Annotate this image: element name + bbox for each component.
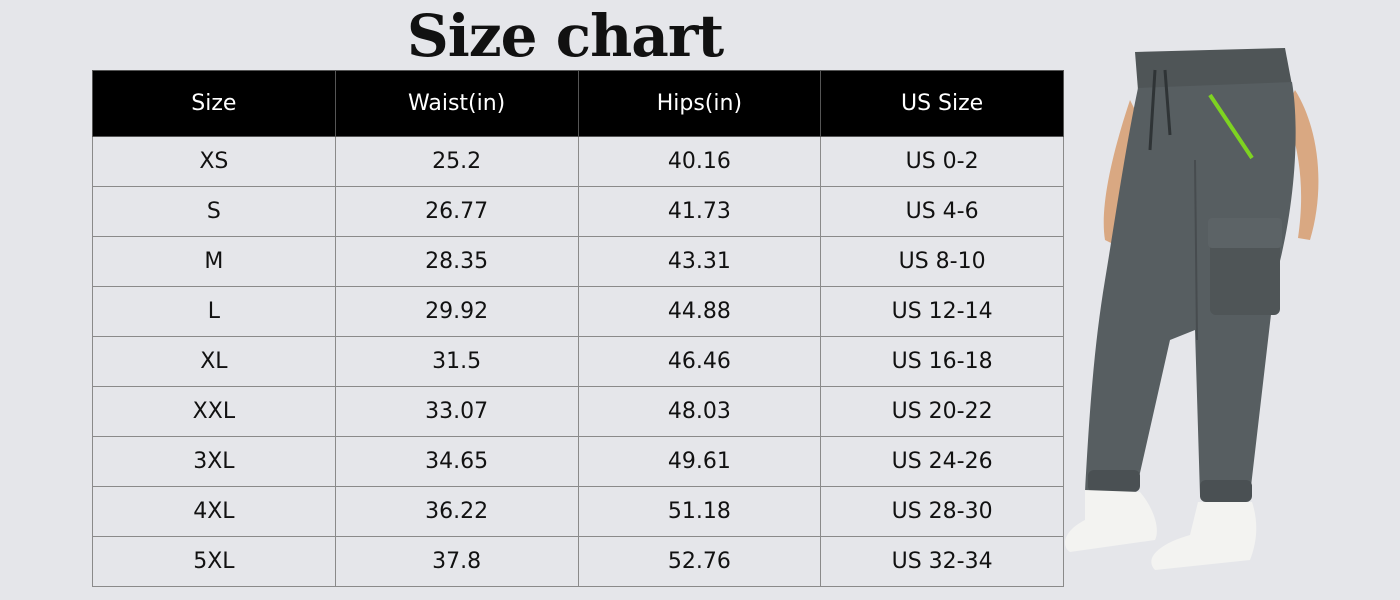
table-cell: 4XL [92, 486, 336, 537]
table-cell: 48.03 [577, 386, 822, 437]
table-cell: XL [92, 336, 336, 387]
column-header: Size [92, 70, 336, 137]
column-header: Waist(in) [334, 70, 579, 137]
shoe [1065, 490, 1157, 552]
table-header: Size Waist(in) Hips(in) US Size [92, 70, 1064, 137]
table-cell: 43.31 [577, 236, 822, 287]
column-header: US Size [820, 70, 1064, 137]
table-cell: 33.07 [334, 386, 579, 437]
table-cell: XXL [92, 386, 336, 437]
header-row: Size Waist(in) Hips(in) US Size [92, 70, 1064, 137]
waistband [1135, 48, 1292, 90]
table-cell: 51.18 [577, 486, 822, 537]
table-cell: US 4-6 [820, 186, 1064, 237]
table-row: 3XL 34.65 49.61 US 24-26 [92, 436, 1064, 487]
table-row: S 26.77 41.73 US 4-6 [92, 186, 1064, 237]
table-body: XS 25.2 40.16 US 0-2 S 26.77 41.73 US 4-6 M 28.35… [92, 136, 1064, 587]
table-cell: L [92, 286, 336, 337]
column-header: Hips(in) [577, 70, 822, 137]
table-cell: 36.22 [334, 486, 579, 537]
table-cell: 28.35 [334, 236, 579, 287]
table-row: XS 25.2 40.16 US 0-2 [92, 136, 1064, 187]
table-cell: XS [92, 136, 336, 187]
table-row: XXL 33.07 48.03 US 20-22 [92, 386, 1064, 437]
table-cell: 25.2 [334, 136, 579, 187]
table-cell: 26.77 [334, 186, 579, 237]
table-row: L 29.92 44.88 US 12-14 [92, 286, 1064, 337]
table-row: XL 31.5 46.46 US 16-18 [92, 336, 1064, 387]
table-cell: US 20-22 [820, 386, 1064, 437]
product-image [1065, 48, 1319, 570]
shoe [1151, 502, 1257, 570]
table-cell: S [92, 186, 336, 237]
title: Size chart [406, 2, 724, 70]
table-cell: 34.65 [334, 436, 579, 487]
table-cell: 37.8 [334, 536, 579, 587]
table-cell: 49.61 [577, 436, 822, 487]
table-cell: 31.5 [334, 336, 579, 387]
table-row: 5XL 37.8 52.76 US 32-34 [92, 536, 1064, 587]
table-row: 4XL 36.22 51.18 US 28-30 [92, 486, 1064, 537]
table-cell: US 12-14 [820, 286, 1064, 337]
table-row: M 28.35 43.31 US 8-10 [92, 236, 1064, 287]
table-cell: M [92, 236, 336, 287]
size-table: Size Waist(in) Hips(in) US Size XS 25.2 40.16… [92, 70, 1064, 587]
table-cell: US 16-18 [820, 336, 1064, 387]
table-cell: 52.76 [577, 536, 822, 587]
table-cell: 5XL [92, 536, 336, 587]
table-cell: US 28-30 [820, 486, 1064, 537]
table-cell: 41.73 [577, 186, 822, 237]
table-cell: US 0-2 [820, 136, 1064, 187]
table-cell: US 24-26 [820, 436, 1064, 487]
table-cell: 44.88 [577, 286, 822, 337]
pants [1085, 82, 1296, 495]
table-cell: 46.46 [577, 336, 822, 387]
table-cell: 3XL [92, 436, 336, 487]
table-cell: 29.92 [334, 286, 579, 337]
table-cell: US 8-10 [820, 236, 1064, 287]
table-cell: 40.16 [577, 136, 822, 187]
table-cell: US 32-34 [820, 536, 1064, 587]
